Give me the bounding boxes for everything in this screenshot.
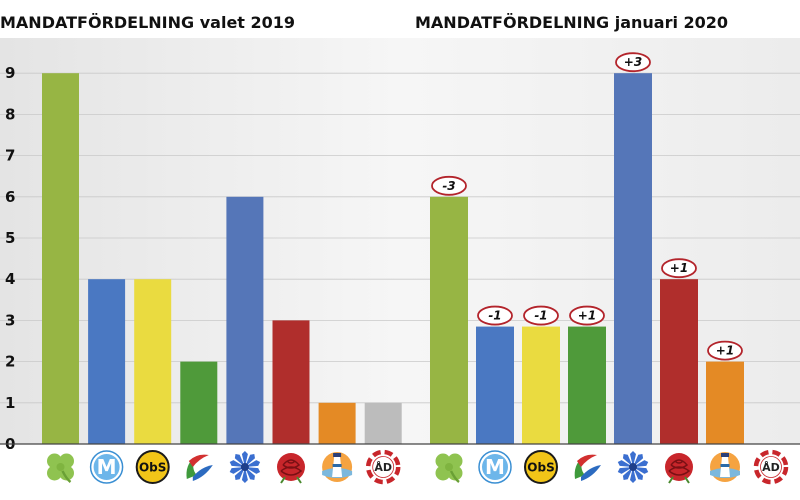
- bar-2020-lighthouse: [706, 361, 744, 444]
- wave-logo-icon: [574, 454, 601, 481]
- change-badge-label: +1: [578, 309, 596, 323]
- chart-title-2020: MANDATFÖRDELNING januari 2020: [415, 13, 728, 32]
- rose-icon: [665, 453, 693, 484]
- y-tick-label: 1: [5, 394, 15, 412]
- bar-2019-ms-logo: [88, 279, 126, 444]
- party-logos: M ObS ÅD M ObS ÅD: [47, 449, 789, 485]
- ad-logo-text: ÅD: [374, 461, 392, 474]
- bar-2019-wave-logo: [180, 361, 218, 444]
- change-badge-label: -3: [442, 179, 455, 193]
- y-tick-label: 6: [5, 188, 15, 206]
- clover-icon: [435, 453, 463, 483]
- lighthouse-icon: [322, 452, 353, 482]
- change-badge: +3: [615, 52, 651, 73]
- obs-logo-icon: ObS: [524, 450, 558, 484]
- bar-2020-clover: [430, 196, 468, 444]
- change-badge-label: -1: [534, 309, 547, 323]
- y-tick-label: 9: [5, 64, 15, 82]
- change-badge: +1: [661, 258, 697, 279]
- change-badge: -1: [523, 305, 559, 326]
- change-badge: +1: [707, 340, 743, 361]
- obs-logo-text: ObS: [139, 461, 166, 475]
- bar-2020-obs-logo: [522, 326, 560, 444]
- bars: [42, 73, 744, 444]
- ad-logo-icon: ÅD: [365, 449, 401, 485]
- ad-logo-icon: ÅD: [753, 449, 789, 485]
- rose-icon: [277, 453, 305, 484]
- change-badge-label: +1: [670, 261, 688, 275]
- cornflower-icon: [229, 451, 261, 483]
- change-badge: -3: [431, 175, 467, 196]
- ad-logo-text: ÅD: [762, 461, 780, 474]
- bar-2019-cornflower: [226, 196, 264, 444]
- change-badges: -3 -1 -1 +1 +3 +1 +1: [431, 52, 743, 361]
- change-badge: +1: [569, 305, 605, 326]
- change-badge-label: -1: [488, 309, 501, 323]
- obs-logo-icon: ObS: [135, 450, 170, 484]
- bar-2020-rose: [660, 279, 698, 444]
- bar-2020-wave-logo: [568, 326, 606, 444]
- ms-logo-icon: M: [478, 450, 512, 484]
- bar-2019-obs-logo: [134, 279, 172, 444]
- wave-logo-icon: [186, 454, 213, 481]
- ms-logo-icon: M: [89, 450, 124, 484]
- y-tick-label: 5: [5, 229, 15, 247]
- bar-2020-ms-logo: [476, 326, 514, 444]
- bar-2019-rose: [272, 320, 310, 444]
- change-badge: -1: [477, 305, 513, 326]
- y-tick-label: 3: [5, 311, 15, 329]
- y-tick-label: 4: [5, 270, 15, 288]
- gridlines: [0, 72, 800, 404]
- bar-2020-cornflower: [614, 73, 652, 444]
- bar-2019-clover: [42, 73, 79, 444]
- lighthouse-icon: [710, 452, 740, 482]
- bar-2019-lighthouse: [318, 402, 356, 444]
- clover-icon: [47, 453, 74, 483]
- change-badge-label: +1: [716, 344, 734, 358]
- change-badge-label: +3: [624, 55, 642, 69]
- obs-logo-text: ObS: [527, 461, 554, 475]
- y-tick-label: 2: [5, 353, 15, 371]
- y-tick-label: 7: [5, 147, 15, 165]
- y-tick-label: 8: [5, 105, 15, 123]
- ms-logo-text: M: [97, 455, 117, 479]
- ms-logo-text: M: [485, 455, 505, 479]
- bar-2019-ad-logo: [364, 402, 402, 444]
- cornflower-icon: [617, 451, 649, 483]
- chart-title-2019: MANDATFÖRDELNING valet 2019: [0, 13, 295, 32]
